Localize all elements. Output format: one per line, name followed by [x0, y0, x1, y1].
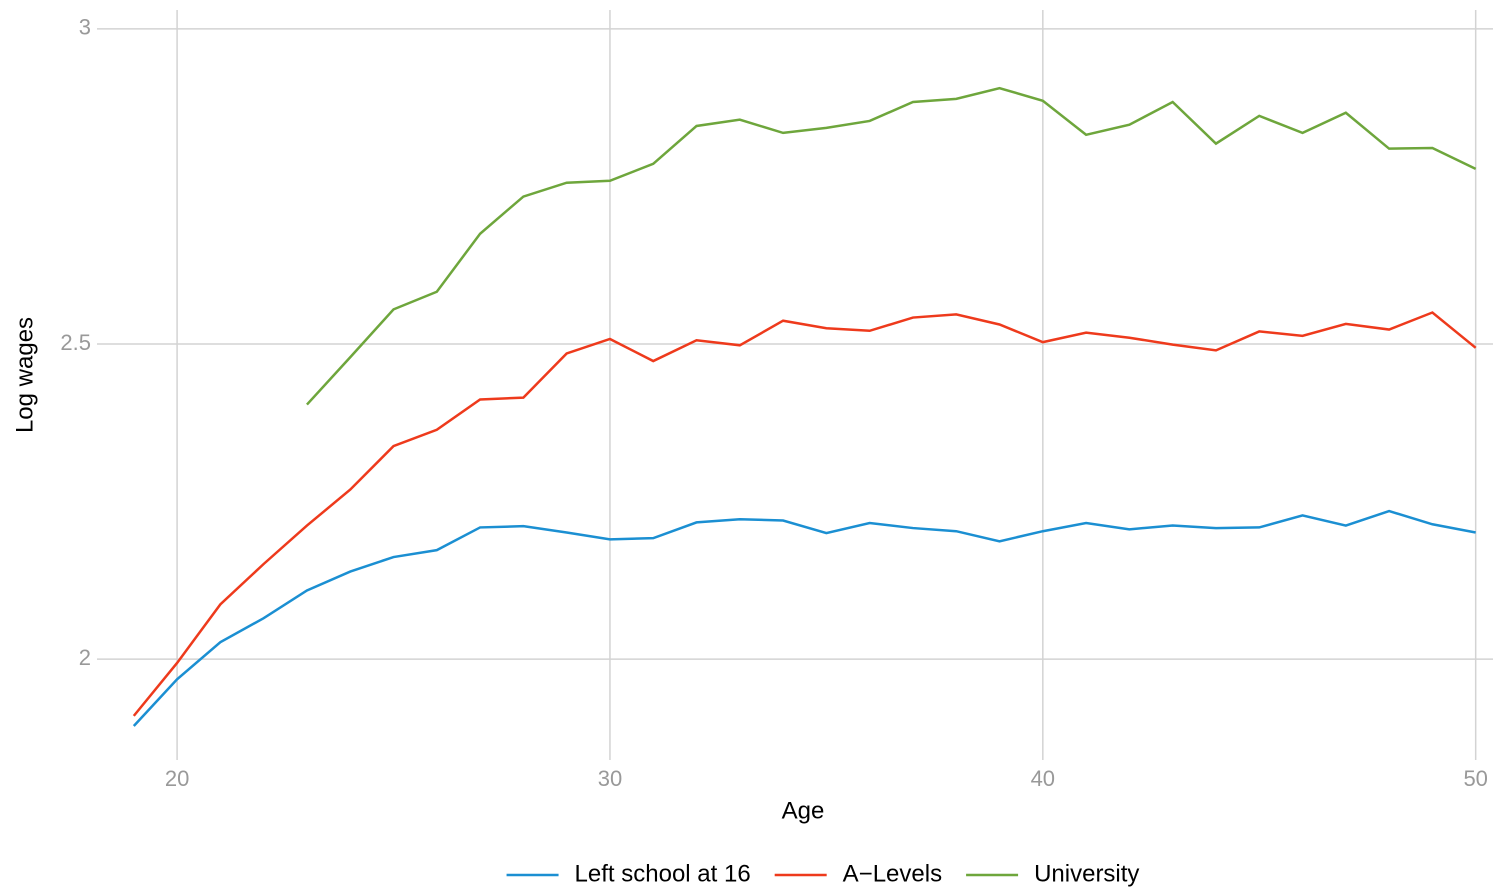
x-tick-label: 20	[165, 766, 189, 791]
line	[132, 509, 1476, 727]
x-axis-label: Age	[782, 797, 825, 824]
y-tick-label: 2	[79, 645, 91, 670]
legend-label: University	[1034, 860, 1139, 887]
y-tick-label: 2.5	[60, 330, 91, 355]
legend-label: Left school at 16	[575, 860, 751, 887]
y-axis-label: Log wages	[11, 317, 38, 433]
legend-label: A−Levels	[843, 860, 942, 887]
x-tick-label: 40	[1031, 766, 1055, 791]
x-tick-label: 30	[598, 766, 622, 791]
x-tick-label: 50	[1463, 766, 1487, 791]
y-tick-label: 3	[79, 15, 91, 40]
line	[132, 311, 1477, 717]
line	[306, 86, 1477, 406]
